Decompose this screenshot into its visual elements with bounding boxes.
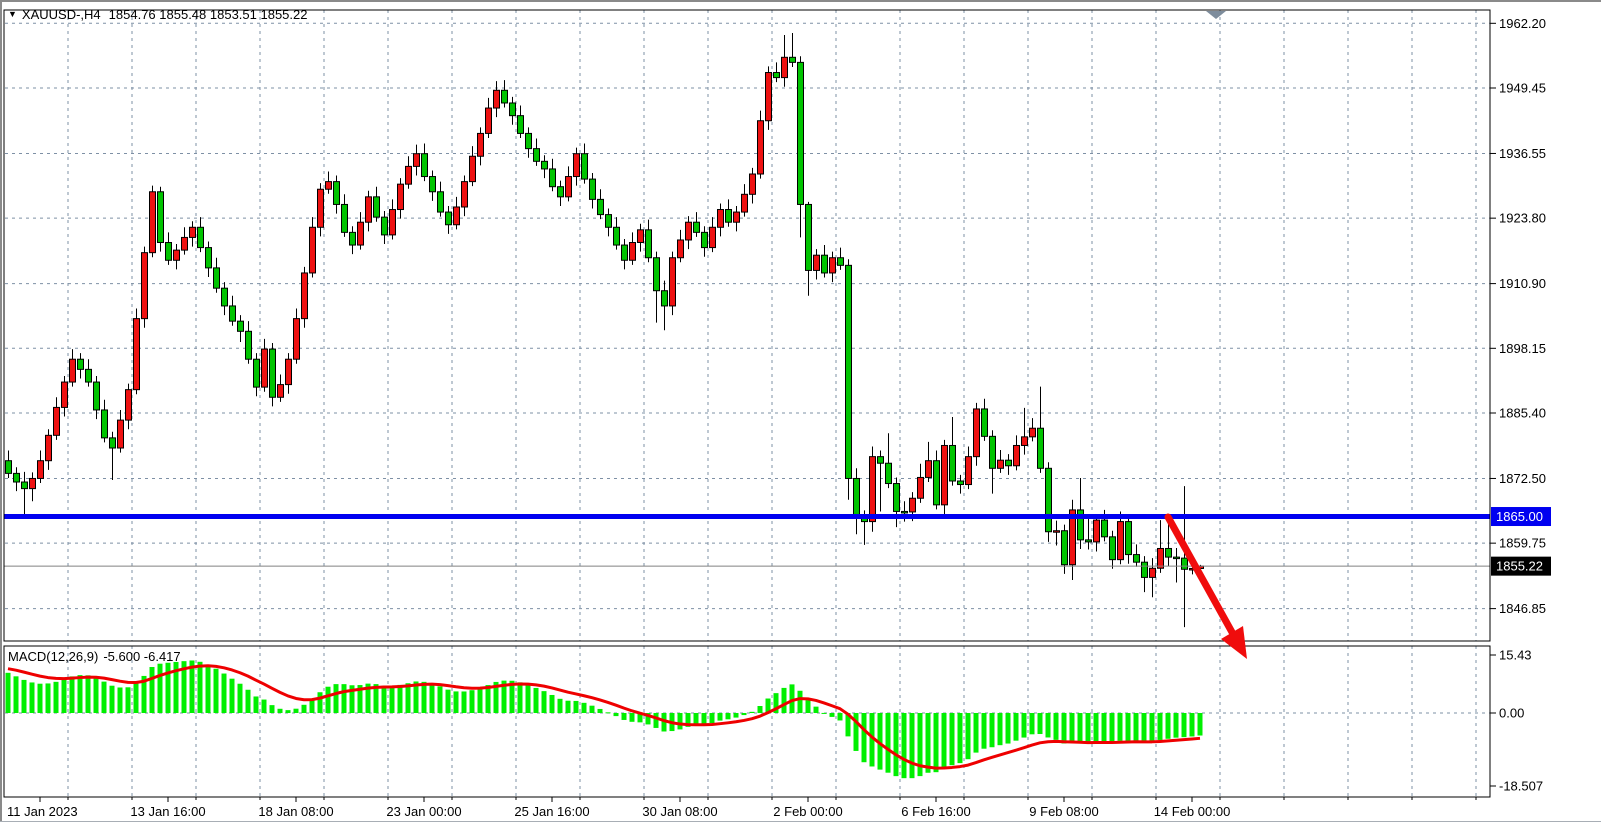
window-frame-left: [0, 0, 2, 822]
macd-axis-label: 0.00: [1499, 706, 1524, 721]
pane-borders: [3, 9, 1491, 798]
macd-axis-label: 15.43: [1499, 648, 1532, 663]
price-axis-label: 1898.15: [1499, 341, 1546, 356]
quote-header: ▼ XAUUSD-,H4 1854.76 1855.48 1853.51 1855.…: [8, 7, 307, 22]
window-frame-top: [0, 0, 1601, 2]
time-axis-label: 30 Jan 08:00: [642, 804, 717, 819]
current-price-badge: 1855.22: [1491, 556, 1551, 576]
time-axis-label: 23 Jan 00:00: [386, 804, 461, 819]
hline-price-badge-text: 1865.00: [1496, 509, 1543, 524]
time-marker-triangle: [1206, 11, 1226, 19]
time-axis-label: 6 Feb 16:00: [901, 804, 970, 819]
trend-arrow[interactable]: [1164, 513, 1247, 659]
time-axis-label: 25 Jan 16:00: [514, 804, 589, 819]
time-axis-label: 18 Jan 08:00: [258, 804, 333, 819]
price-axis[interactable]: 1962.20 1949.45 1936.55 1923.80 1910.90 1898.…: [1490, 16, 1546, 616]
macd-axis[interactable]: 15.43 0.00 -18.507: [1490, 648, 1543, 794]
symbol-timeframe-label: XAUUSD-,H4: [21, 7, 101, 22]
time-axis-label: 11 Jan 2023: [7, 804, 78, 819]
time-axis[interactable]: 11 Jan 2023 13 Jan 16:00 18 Jan 08:00 23 Ja…: [7, 797, 1477, 819]
price-axis-label: 1846.85: [1499, 601, 1546, 616]
candlestick-series: [5, 32, 1204, 628]
time-axis-label: 13 Jan 16:00: [130, 804, 205, 819]
ohlc-values: 1854.76 1855.48 1853.51 1855.22: [108, 7, 308, 22]
price-axis-label: 1936.55: [1499, 146, 1546, 161]
price-axis-label: 1923.80: [1499, 211, 1546, 226]
time-axis-label: 14 Feb 00:00: [1154, 804, 1231, 819]
price-axis-label: 1885.40: [1499, 406, 1546, 421]
time-axis-label: 9 Feb 08:00: [1029, 804, 1098, 819]
price-axis-label: 1872.50: [1499, 471, 1546, 486]
macd-histogram: [5, 660, 1203, 779]
hline-price-badge: 1865.00: [1491, 507, 1551, 527]
time-axis-label: 2 Feb 00:00: [773, 804, 842, 819]
macd-axis-label: -18.507: [1499, 779, 1543, 794]
symbol-dropdown-icon[interactable]: ▼: [8, 9, 17, 19]
price-axis-label: 1949.45: [1499, 81, 1546, 96]
window-frame-bottom: [0, 821, 1601, 822]
macd-indicator-label: MACD(12,26,9) -5.600 -6.417: [8, 649, 186, 664]
macd-signal-line: [7, 664, 1201, 770]
macd-name-params: MACD(12,26,9): [8, 649, 99, 664]
macd-values: -5.600 -6.417: [103, 649, 181, 664]
price-axis-label: 1962.20: [1499, 16, 1546, 31]
price-axis-label: 1910.90: [1499, 276, 1546, 291]
price-axis-label: 1859.75: [1499, 536, 1546, 551]
grid: [5, 10, 1490, 797]
current-price-badge-text: 1855.22: [1496, 559, 1543, 574]
